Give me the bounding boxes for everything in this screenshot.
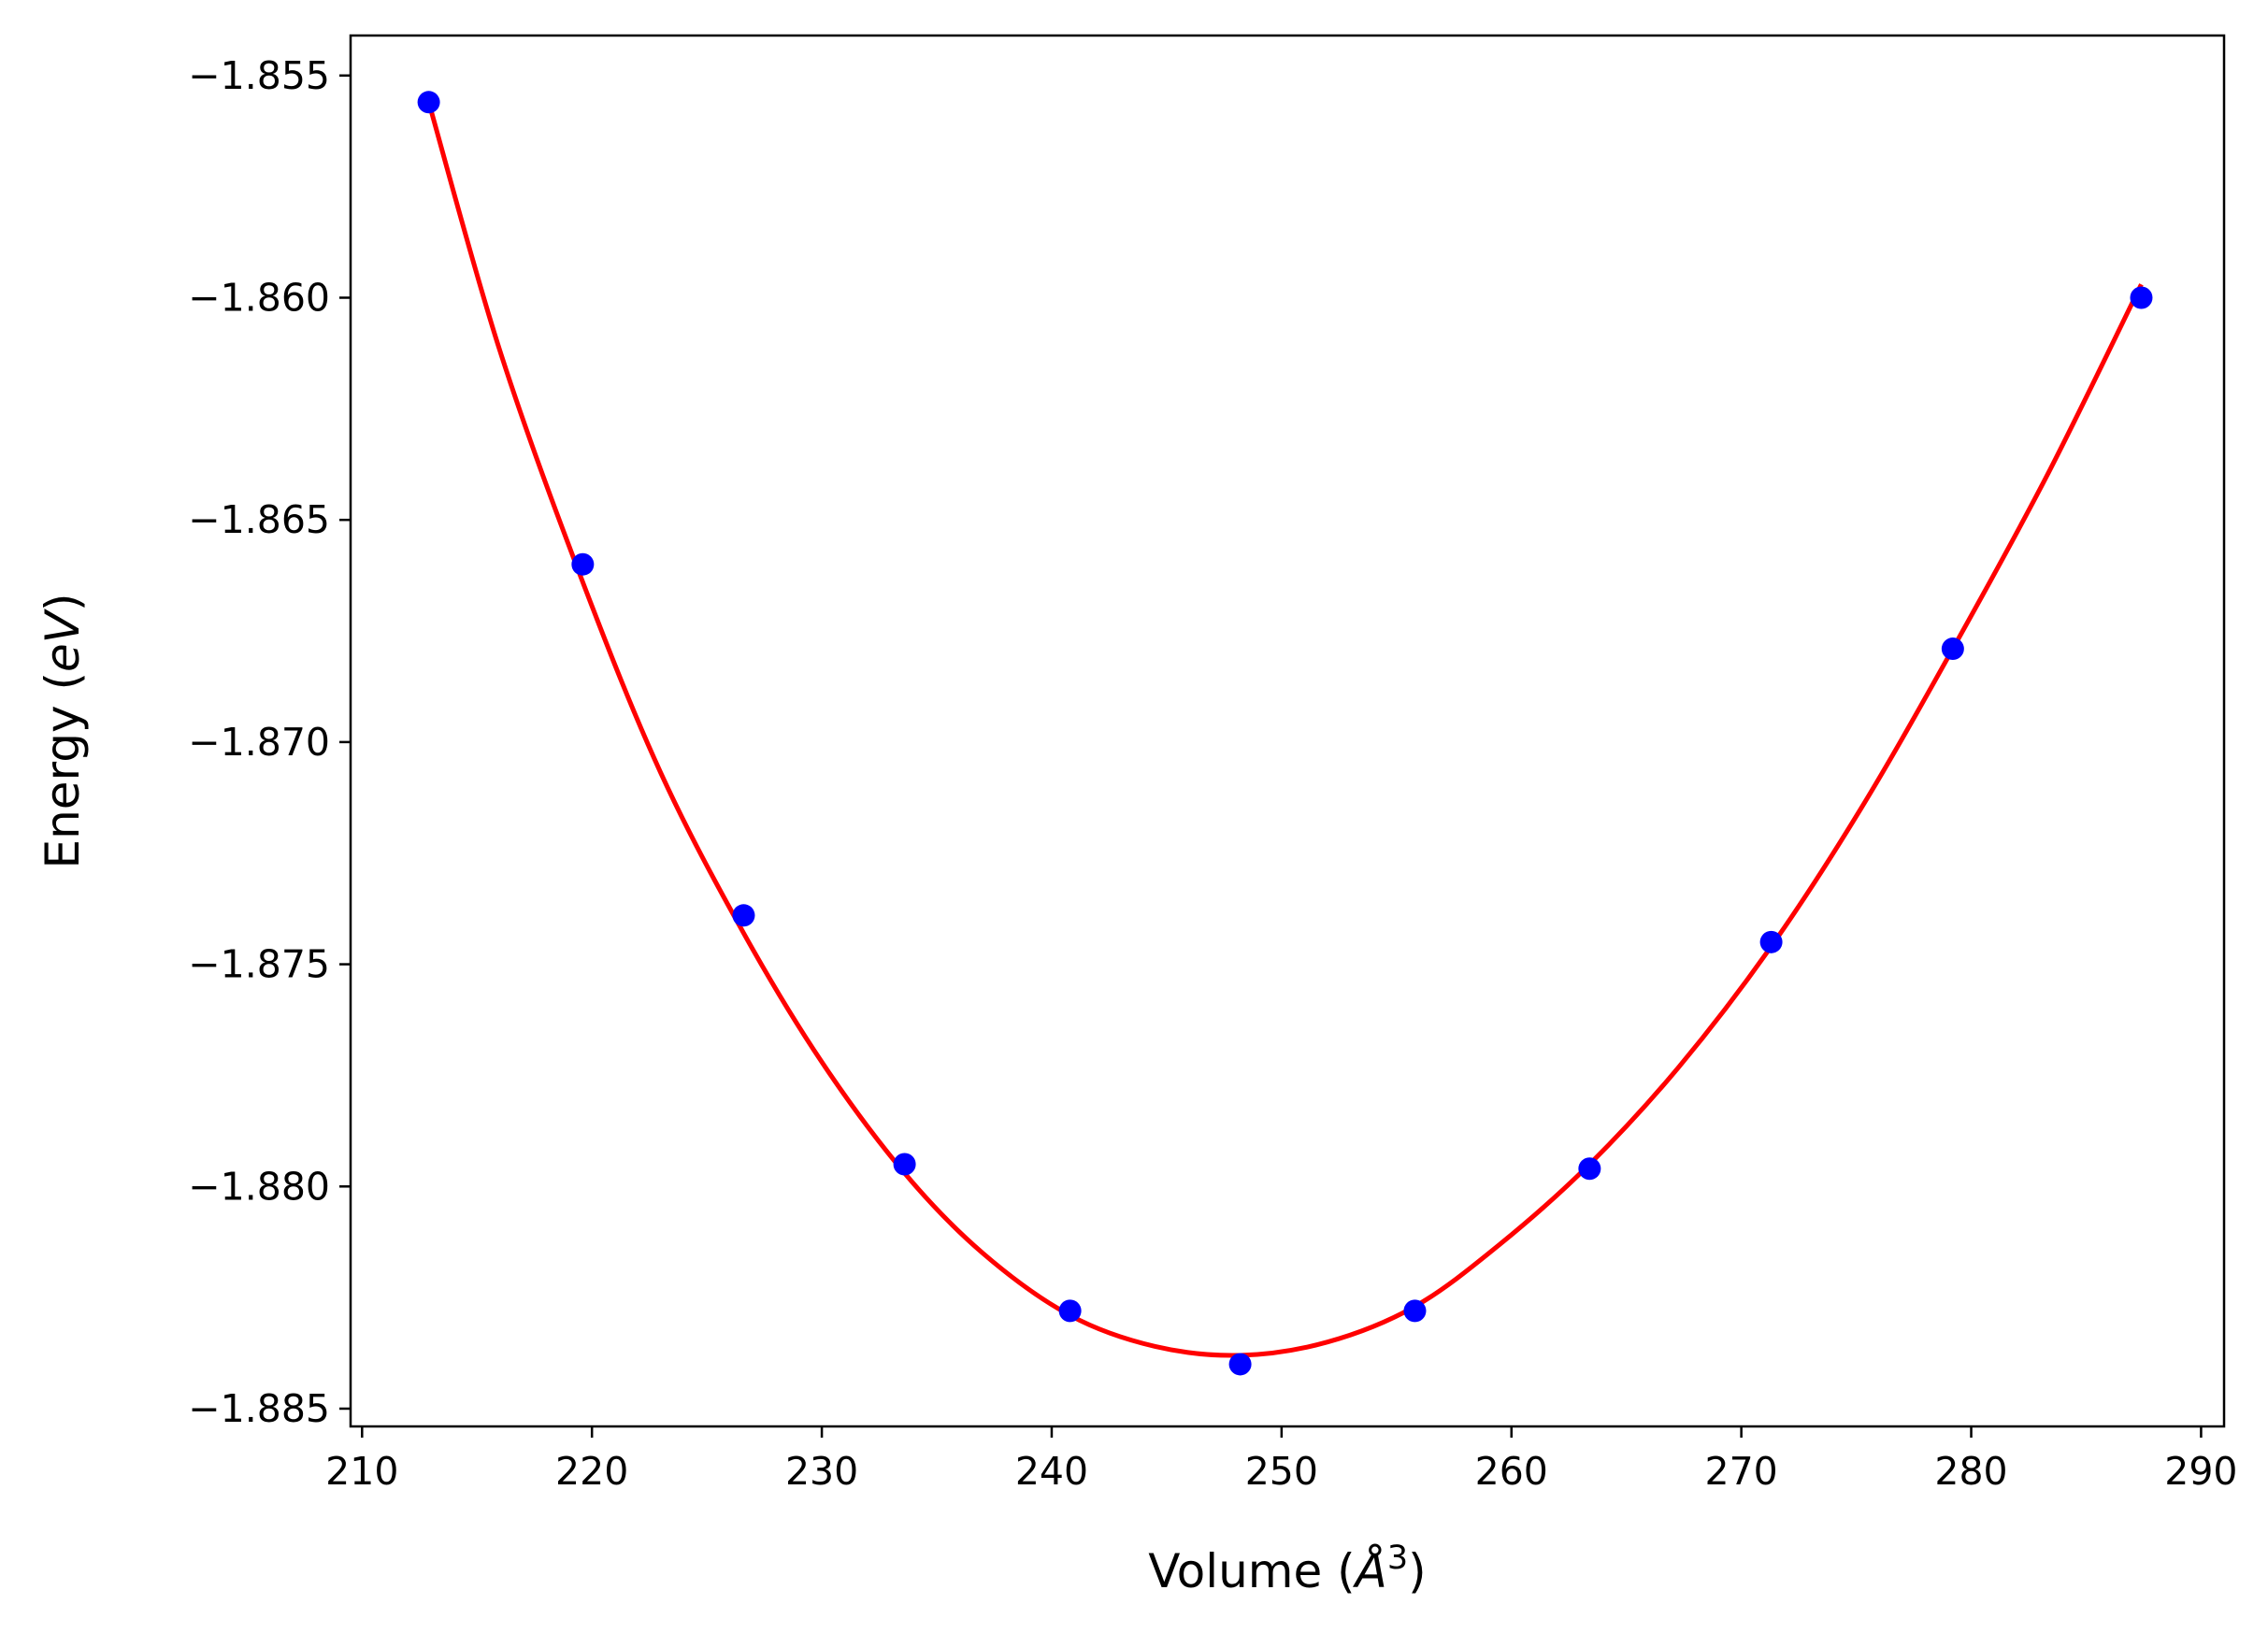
data-point <box>1403 1299 1427 1323</box>
data-point <box>571 552 595 576</box>
plot-area <box>351 36 2224 1426</box>
x-tick-label: 240 <box>1015 1449 1088 1494</box>
x-tick-label: 250 <box>1245 1449 1318 1494</box>
x-tick-label: 210 <box>325 1449 398 1494</box>
y-tick-label: −1.860 <box>188 275 330 320</box>
data-point <box>1228 1353 1252 1376</box>
plot-frame <box>349 34 2226 1428</box>
x-tick-label: 260 <box>1475 1449 1548 1494</box>
data-point <box>2130 286 2153 309</box>
data-point <box>1058 1299 1082 1323</box>
x-tick-label: 230 <box>785 1449 858 1494</box>
data-point <box>1759 930 1783 953</box>
data-point <box>1578 1157 1601 1181</box>
y-tick-label: −1.855 <box>188 53 330 98</box>
y-tick-label: −1.865 <box>188 497 330 542</box>
y-tick-label: −1.880 <box>188 1164 330 1209</box>
y-tick-label: −1.885 <box>188 1386 330 1431</box>
data-points-layer <box>417 91 2153 1376</box>
data-point <box>417 91 440 114</box>
x-axis-ticks: 210 220 230 240 250 260 270 280 290 <box>325 1426 2238 1494</box>
y-axis-label: Energy (eV) <box>36 594 90 869</box>
data-point <box>893 1153 916 1176</box>
x-tick-label: 220 <box>555 1449 628 1494</box>
data-point <box>732 904 755 927</box>
y-tick-label: −1.875 <box>188 942 330 987</box>
x-tick-label: 270 <box>1704 1449 1777 1494</box>
x-axis-label: Volume (Å3) <box>1148 1540 1426 1598</box>
y-tick-label: −1.870 <box>188 720 330 765</box>
x-tick-label: 290 <box>2164 1449 2237 1494</box>
data-point <box>1941 637 1964 661</box>
y-axis-ticks: −1.855 −1.860 −1.865 −1.870 −1.875 −1.880 −1.8… <box>188 53 351 1431</box>
x-tick-label: 280 <box>1934 1449 2007 1494</box>
